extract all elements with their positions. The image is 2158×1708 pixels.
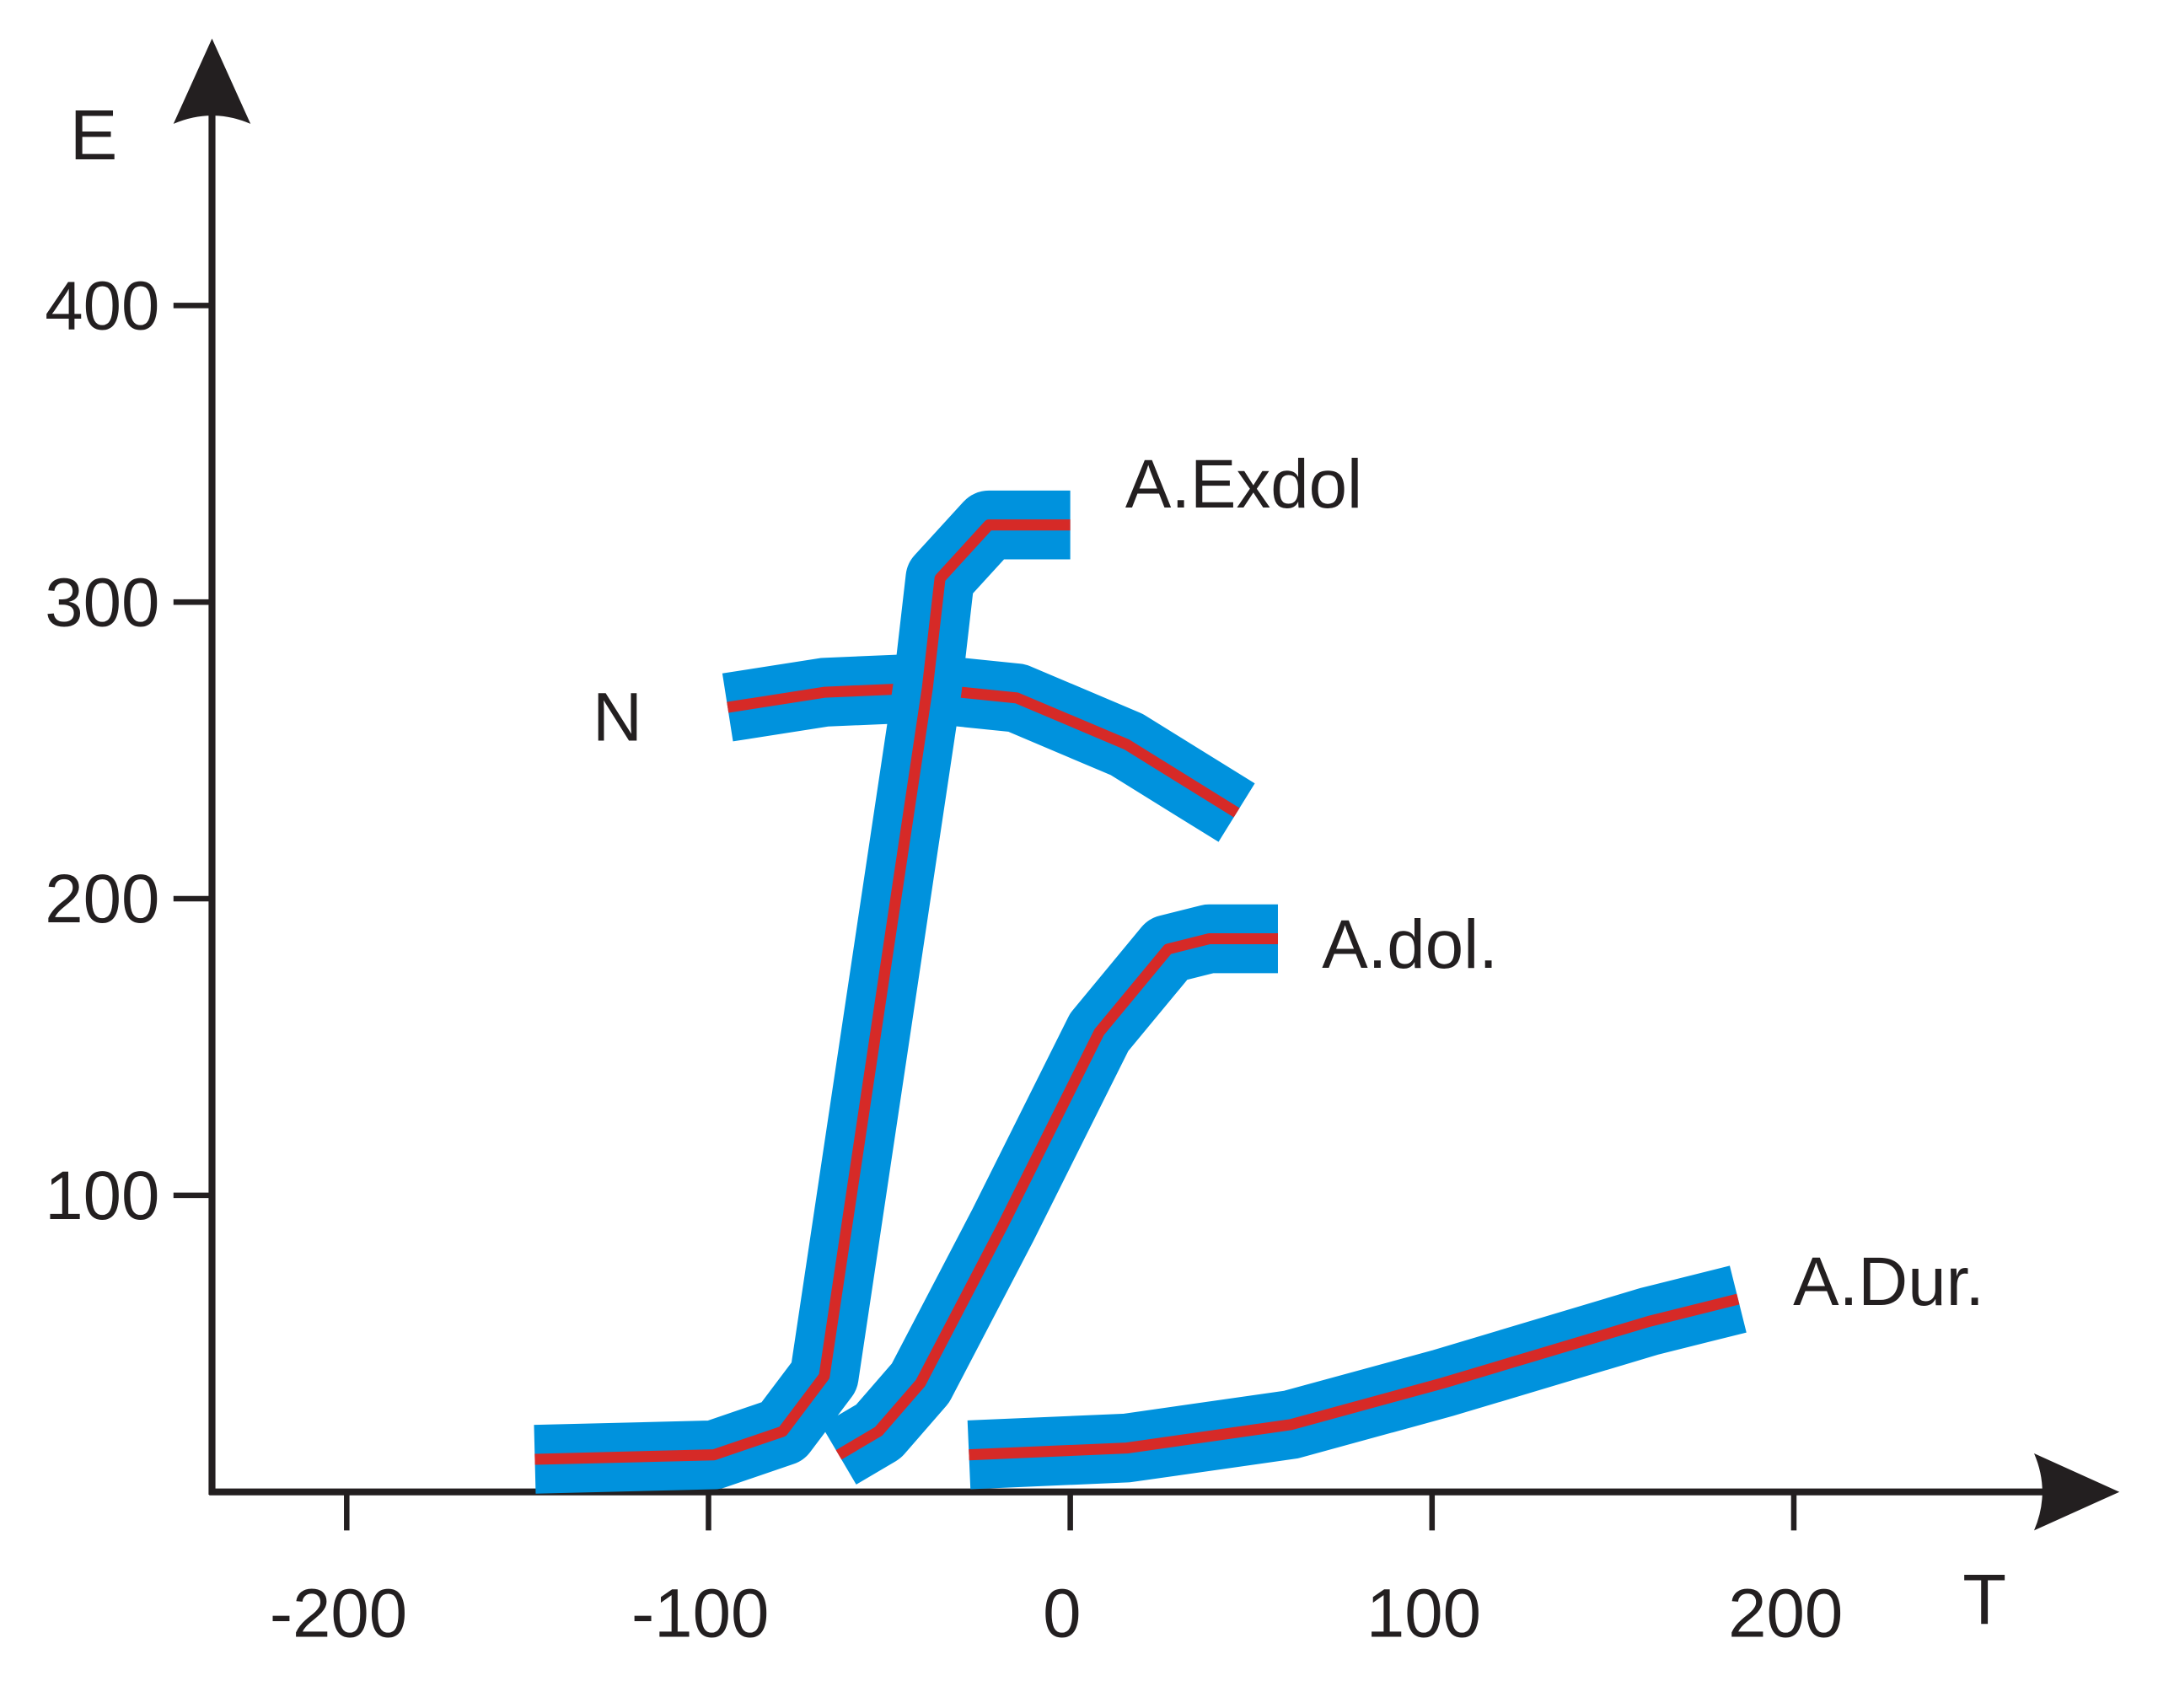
y-tick-label: 300 — [45, 564, 159, 641]
y-axis-arrow — [173, 38, 251, 124]
x-tick-label: 0 — [1043, 1575, 1081, 1652]
line — [534, 519, 1071, 1465]
y-tick-label: 400 — [45, 267, 159, 344]
x-tick-label: -100 — [631, 1575, 769, 1652]
series-label: A.Dur. — [1793, 1243, 1984, 1320]
series-label: N — [593, 679, 642, 756]
x-tick-label: 200 — [1728, 1575, 1843, 1652]
line — [727, 682, 1240, 818]
line-band — [967, 1265, 1747, 1490]
line — [969, 1293, 1740, 1461]
line-band — [722, 653, 1255, 842]
series-label: A.Exdol — [1125, 446, 1362, 523]
line — [835, 932, 1278, 1460]
x-tick-label: 100 — [1366, 1575, 1481, 1652]
series-label: A.dol. — [1322, 906, 1498, 983]
x-tick-label: -200 — [270, 1575, 407, 1652]
y-tick-label: 100 — [45, 1157, 159, 1234]
y-axis-title: E — [70, 94, 118, 175]
y-tick-label: 200 — [45, 861, 159, 937]
x-axis-arrow — [2033, 1453, 2120, 1531]
x-axis-title: T — [1962, 1559, 2006, 1639]
